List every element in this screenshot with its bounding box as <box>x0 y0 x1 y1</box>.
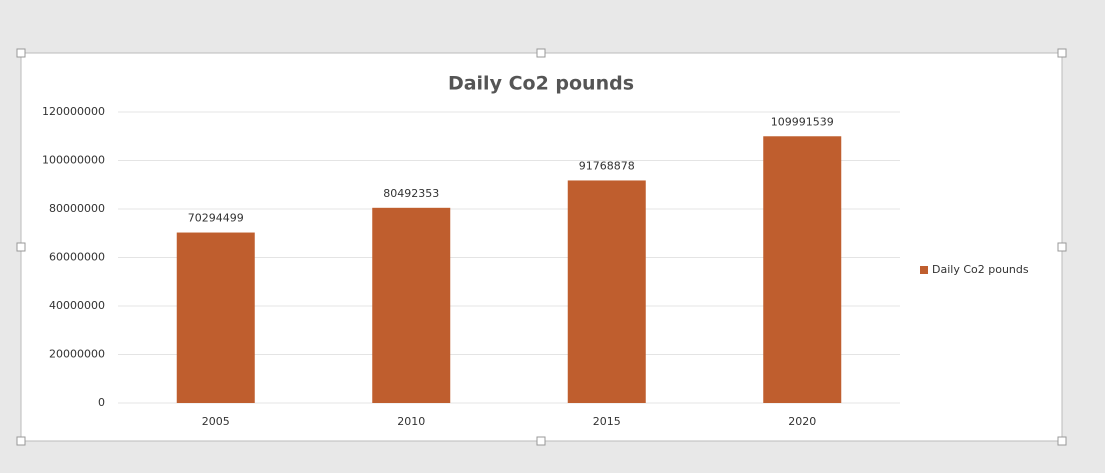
y-tick-label: 120000000 <box>42 105 105 118</box>
handle[interactable] <box>1057 242 1067 252</box>
bar <box>372 207 451 403</box>
handle[interactable] <box>1057 436 1067 446</box>
x-tick-label: 2020 <box>788 415 816 428</box>
x-tick-label: 2010 <box>397 415 425 428</box>
data-label: 91768878 <box>579 159 635 172</box>
data-label: 80492353 <box>383 187 439 200</box>
chart-title: Daily Co2 pounds <box>448 73 634 95</box>
y-tick-label: 40000000 <box>49 299 105 312</box>
data-label: 70294499 <box>188 212 244 225</box>
handle[interactable] <box>16 242 26 252</box>
handle[interactable] <box>536 48 546 58</box>
bar <box>567 180 646 403</box>
handle[interactable] <box>16 48 26 58</box>
legend-label: Daily Co2 pounds <box>932 263 1029 276</box>
handle[interactable] <box>536 436 546 446</box>
x-tick-label: 2015 <box>593 415 621 428</box>
x-tick-label: 2005 <box>202 415 230 428</box>
legend-swatch <box>920 266 928 274</box>
handle[interactable] <box>1057 48 1067 58</box>
y-tick-label: 20000000 <box>49 348 105 361</box>
y-tick-label: 60000000 <box>49 251 105 264</box>
data-label: 109991539 <box>771 115 834 128</box>
y-tick-label: 80000000 <box>49 202 105 215</box>
handle[interactable] <box>16 436 26 446</box>
selection-handles <box>16 48 1067 446</box>
bar <box>176 232 255 403</box>
y-tick-label: 0 <box>98 396 105 409</box>
bar <box>763 136 842 404</box>
y-tick-label: 100000000 <box>42 154 105 167</box>
